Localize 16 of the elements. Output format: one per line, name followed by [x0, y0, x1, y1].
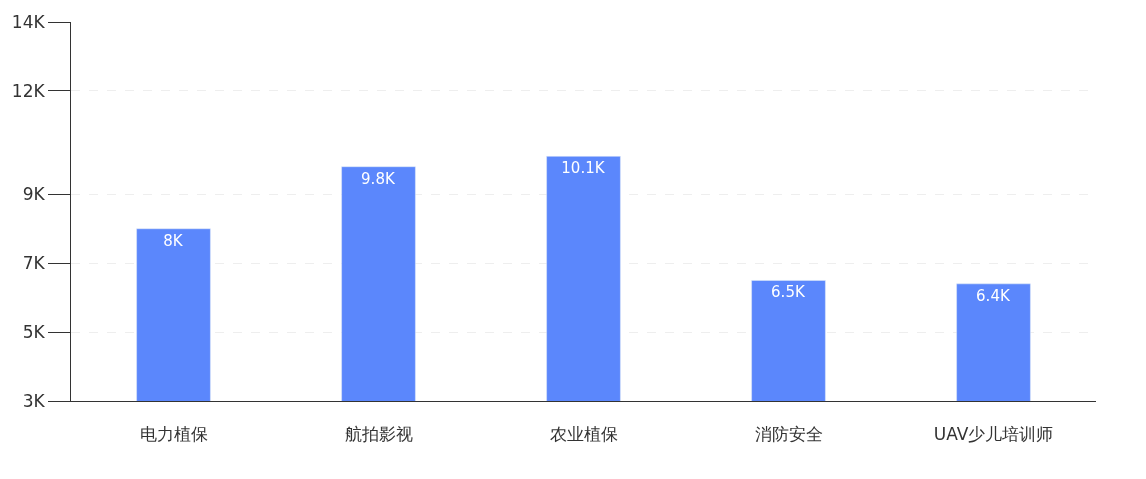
data-label: 9.8K [361, 169, 396, 188]
y-tick-label: 3K [22, 390, 46, 411]
data-label: 10.1K [561, 159, 606, 178]
x-tick-label: UAV少儿培训师 [933, 424, 1054, 445]
y-tick-label: 12K [11, 80, 46, 101]
y-tick-label: 5K [22, 322, 46, 343]
data-label: 6.5K [771, 283, 806, 302]
x-tick-label: 农业植保 [549, 424, 618, 445]
x-tick-label: 航拍影视 [344, 424, 413, 445]
data-label: 8K [163, 231, 184, 250]
y-tick-label: 9K [22, 184, 46, 205]
x-tick-label: 消防安全 [754, 424, 823, 445]
y-tick-label: 7K [22, 253, 46, 274]
data-label: 6.4K [976, 286, 1011, 305]
x-tick-label: 电力植保 [139, 424, 208, 445]
y-tick-label: 14K [11, 11, 46, 32]
